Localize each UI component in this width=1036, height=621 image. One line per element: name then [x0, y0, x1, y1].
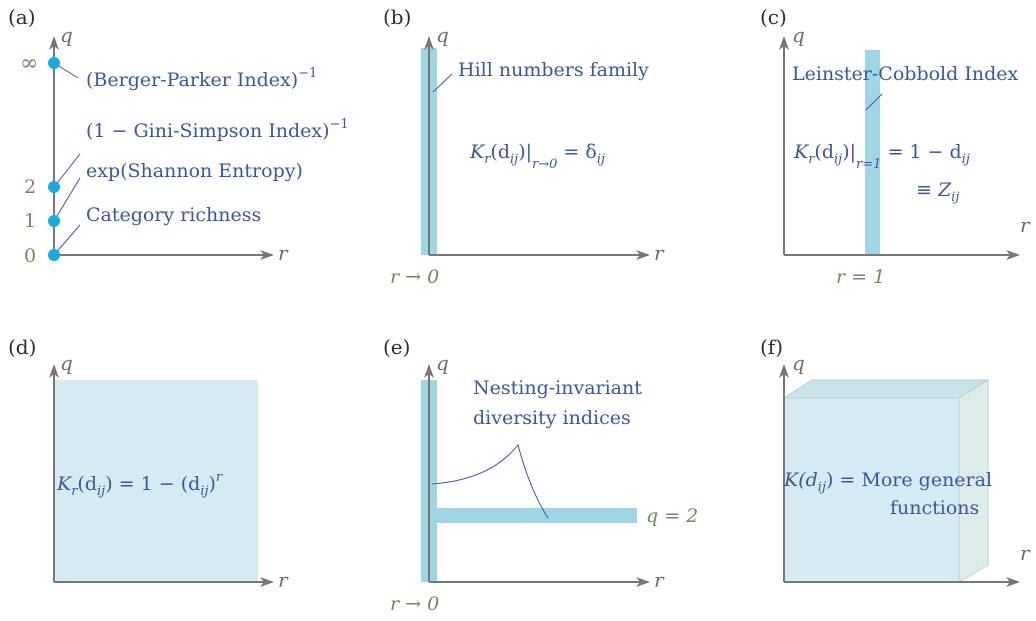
r-equals-one-note: r = 1 [836, 266, 885, 288]
q-two-band [429, 508, 637, 523]
r-to-zero-note: r → 0 [390, 593, 439, 615]
nesting-annotation-line1: Nesting-invariant [473, 377, 642, 399]
panel-d: (d) q r Kr(dij) = 1 − (dij)r [8, 335, 289, 592]
leinster-formula: Kr(dij)|r=1 = 1 − dij [793, 141, 970, 172]
panel-b: (b) q r Hill numbers family Kr(dij)|r→0 … [383, 5, 665, 288]
berger-parker-text: (Berger-Parker Index)−1 [86, 66, 317, 91]
leinster-annotation: Leinster-Cobbold Index [792, 63, 1018, 85]
panel-f: (f) q r K(dij) = More general functions [760, 335, 1031, 582]
r-axis-label: r [278, 241, 289, 265]
leader-gs [54, 154, 80, 187]
cube-top [784, 380, 988, 398]
r-axis-label: r [654, 241, 665, 265]
r-axis-label: r [654, 568, 665, 592]
category-richness-text: Category richness [86, 204, 261, 226]
point-2 [48, 181, 60, 193]
gini-simpson-text: (1 − Gini-Simpson Index)−1 [86, 117, 349, 142]
leader-nesting [432, 445, 548, 518]
point-1 [48, 215, 60, 227]
r-axis-label: r [278, 568, 289, 592]
panel-a: (a) q r ∞ 2 1 0 (Berger-Parker Index)−1 … [8, 5, 349, 267]
point-infinity [48, 57, 60, 69]
panel-c-label: (c) [760, 5, 787, 29]
panel-d-label: (d) [8, 335, 36, 359]
q-axis-label: q [792, 351, 805, 375]
r-axis-label: r [1020, 541, 1031, 565]
tick-infinity: ∞ [20, 51, 38, 76]
r-axis-label: r [1020, 213, 1031, 237]
r-to-zero-note: r → 0 [390, 266, 439, 288]
tick-2: 2 [24, 176, 36, 198]
panel-c: (c) q r Leinster-Cobbold Index Kr(dij)|r… [760, 5, 1031, 288]
hill-formula: Kr(dij)|r→0 = δij [469, 141, 605, 172]
panel-e: (e) q r Nesting-invariant diversity indi… [383, 335, 698, 615]
tick-1: 1 [24, 210, 36, 232]
panel-a-label: (a) [8, 5, 36, 29]
general-formula-line2: functions [890, 497, 979, 519]
q-axis-label: q [436, 23, 449, 47]
shannon-text: exp(Shannon Entropy) [86, 160, 303, 182]
panel-b-label: (b) [383, 5, 411, 29]
q-axis-label: q [436, 351, 449, 375]
panel-f-label: (f) [760, 335, 783, 359]
q-axis-label: q [792, 23, 805, 47]
q-axis-label: q [60, 23, 73, 47]
power-formula: Kr(dij) = 1 − (dij)r [56, 470, 223, 499]
equiv-z: ≡ Zij [916, 179, 959, 205]
q-equals-two-note: q = 2 [646, 505, 698, 527]
q-axis-label: q [60, 351, 73, 375]
tick-0: 0 [24, 245, 36, 267]
panel-e-label: (e) [383, 335, 410, 359]
point-0 [48, 249, 60, 261]
hill-annotation: Hill numbers family [458, 59, 649, 81]
nesting-annotation-line2: diversity indices [473, 407, 631, 429]
